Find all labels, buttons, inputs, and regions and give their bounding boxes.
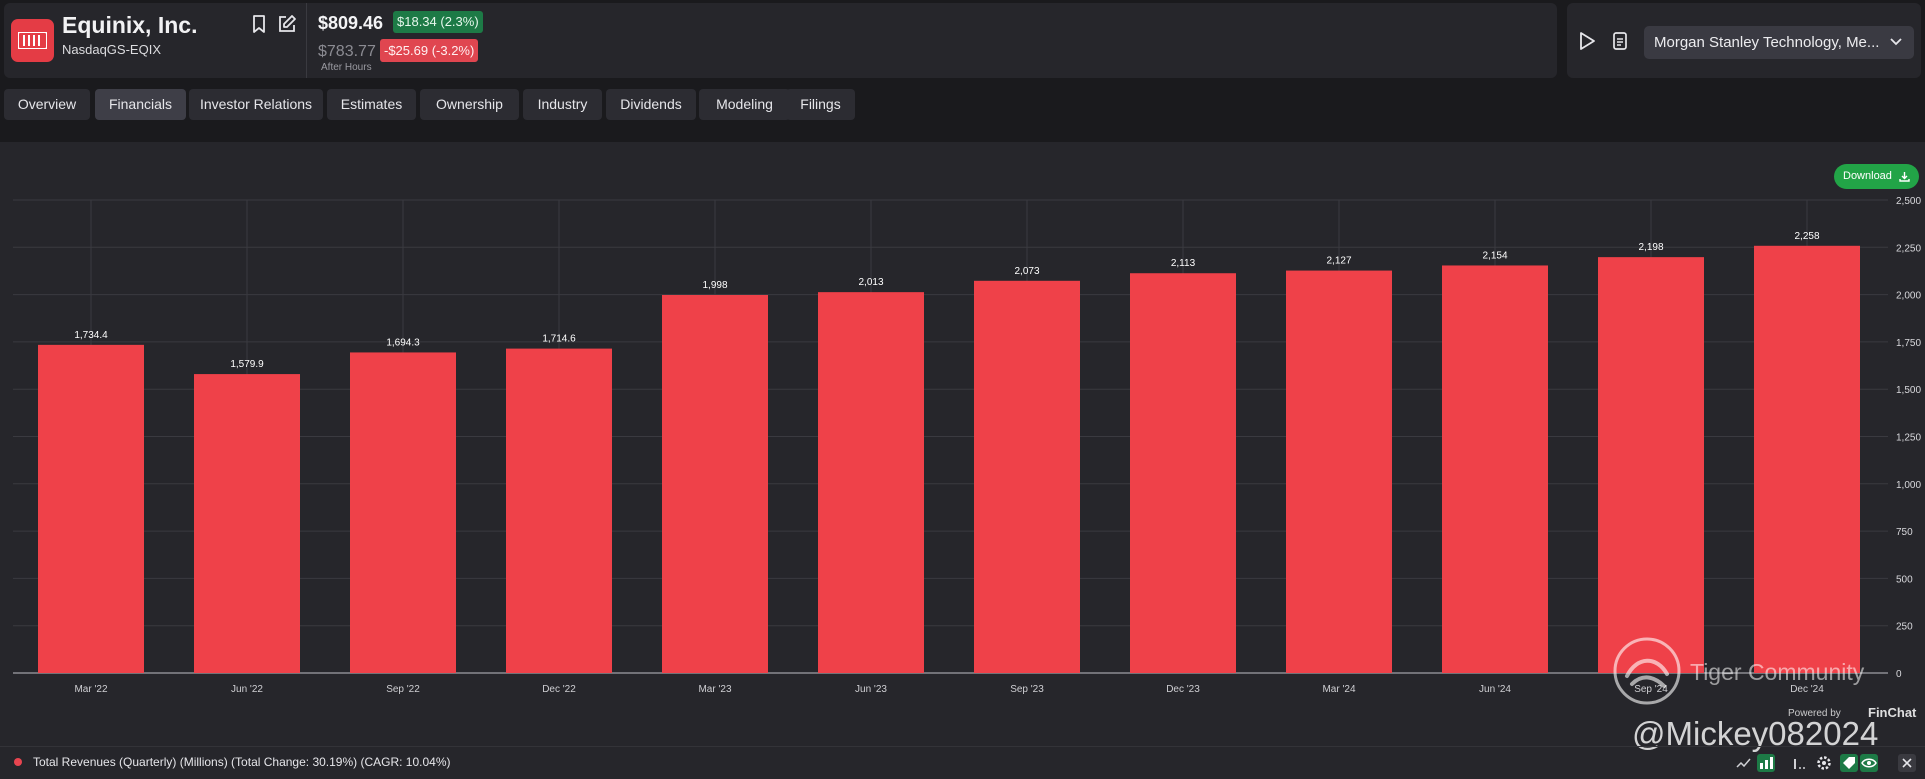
y-tick-label: 1,750 (1896, 338, 1921, 349)
y-tick-label: 1,250 (1896, 433, 1921, 444)
company-ticker: NasdaqGS-EQIX (62, 42, 161, 57)
y-tick-label: 1,000 (1896, 480, 1921, 491)
bar-value-label: 1,998 (702, 280, 727, 291)
company-logo (11, 19, 54, 62)
community-watermark: Tiger Community (1690, 659, 1865, 685)
bar-value-label: 1,694.3 (386, 337, 420, 348)
bar-value-label: 2,113 (1171, 258, 1196, 269)
close-icon[interactable] (1898, 754, 1916, 772)
revenue-bar (506, 348, 612, 673)
eye-icon[interactable] (1860, 754, 1878, 772)
x-tick-label: Dec '24 (1790, 684, 1824, 695)
edit-icon[interactable] (276, 13, 298, 35)
revenue-bar (974, 280, 1080, 673)
download-label: Download (1843, 170, 1892, 182)
revenue-bar (350, 352, 456, 673)
bar-value-label: 2,154 (1482, 250, 1507, 261)
gear-icon[interactable] (1815, 754, 1833, 772)
data-labels-icon[interactable] (1790, 754, 1808, 772)
legend-series-label: Total Revenues (Quarterly) (Millions) (T… (33, 755, 451, 769)
line-chart-icon[interactable] (1735, 754, 1753, 772)
download-button[interactable]: Download (1834, 164, 1919, 189)
tab-estimates[interactable]: Estimates (327, 89, 416, 120)
revenue-bar (1598, 257, 1704, 673)
y-tick-label: 2,250 (1896, 243, 1921, 254)
x-tick-label: Jun '22 (231, 684, 263, 695)
tab-industry[interactable]: Industry (523, 89, 602, 120)
x-tick-label: Dec '23 (1166, 684, 1200, 695)
tab-investor-relations[interactable]: Investor Relations (189, 89, 323, 120)
x-tick-label: Sep '22 (386, 684, 420, 695)
bar-value-label: 1,734.4 (74, 330, 108, 341)
bar-value-label: 2,198 (1638, 242, 1663, 253)
tab-financials[interactable]: Financials (95, 89, 186, 120)
tab-modeling[interactable]: Modeling (699, 89, 790, 120)
price-change-badge: $18.34 (2.3%) (393, 11, 483, 33)
revenue-bar (1286, 270, 1392, 673)
y-tick-label: 750 (1896, 527, 1913, 538)
y-tick-label: 500 (1896, 574, 1913, 585)
tab-filings[interactable]: Filings (786, 89, 855, 120)
revenue-bar (662, 294, 768, 673)
stock-price: $809.46 (318, 13, 384, 33)
y-tick-label: 2,000 (1896, 291, 1921, 302)
bar-value-label: 2,127 (1326, 256, 1351, 267)
company-header: Equinix, Inc. NasdaqGS-EQIX $809.46 $18.… (4, 3, 1557, 78)
bar-value-label: 2,258 (1794, 231, 1819, 242)
x-tick-label: Sep '24 (1634, 684, 1668, 695)
x-tick-label: Mar '23 (698, 684, 731, 695)
bar-value-label: 2,013 (858, 277, 883, 288)
chevron-down-icon (1890, 38, 1902, 46)
x-tick-label: Jun '23 (855, 684, 887, 695)
event-panel: Morgan Stanley Technology, Me... (1567, 3, 1921, 78)
bar-value-label: 1,579.9 (230, 359, 264, 370)
tag-icon[interactable] (1840, 754, 1858, 772)
event-dropdown[interactable]: Morgan Stanley Technology, Me... (1644, 26, 1914, 59)
chart-legend: Total Revenues (Quarterly) (Millions) (T… (0, 746, 1925, 777)
y-tick-label: 2,500 (1896, 196, 1921, 207)
revenue-bar (38, 344, 144, 673)
revenue-bar (1754, 245, 1860, 673)
x-tick-label: Mar '22 (74, 684, 107, 695)
revenue-bar (1130, 273, 1236, 673)
x-tick-label: Jun '24 (1479, 684, 1511, 695)
x-tick-label: Mar '24 (1322, 684, 1355, 695)
after-hours-price: $783.77 (318, 43, 376, 60)
x-tick-label: Sep '23 (1010, 684, 1044, 695)
x-tick-label: Dec '22 (542, 684, 576, 695)
after-hours-change-badge: -$25.69 (-3.2%) (380, 39, 479, 62)
bar-chart-icon[interactable] (1757, 754, 1775, 772)
tiger-logo-watermark (1613, 637, 1681, 705)
play-icon[interactable] (1577, 30, 1597, 52)
download-icon (1899, 172, 1910, 182)
y-tick-label: 1,500 (1896, 385, 1921, 396)
after-hours-label: After Hours (321, 62, 372, 73)
tab-ownership[interactable]: Ownership (420, 89, 519, 120)
revenue-bar (194, 374, 300, 673)
header-divider (306, 3, 307, 78)
finchat-brand: FinChat (1868, 705, 1917, 720)
y-tick-label: 250 (1896, 622, 1913, 633)
handle-watermark: @Mickey082024 (1632, 715, 1879, 752)
revenue-bar (1442, 265, 1548, 673)
tab-overview[interactable]: Overview (4, 89, 90, 120)
powered-by-label: Powered by (1788, 708, 1841, 719)
series-color-dot (14, 758, 22, 766)
revenue-bar (818, 292, 924, 673)
tab-dividends[interactable]: Dividends (606, 89, 696, 120)
bookmark-icon[interactable] (248, 13, 270, 35)
event-dropdown-value: Morgan Stanley Technology, Me... (1654, 34, 1880, 51)
bar-value-label: 2,073 (1014, 266, 1039, 277)
bar-value-label: 1,714.6 (542, 334, 576, 345)
y-tick-label: 0 (1896, 669, 1902, 680)
company-name: Equinix, Inc. (62, 12, 198, 38)
document-icon[interactable] (1611, 31, 1629, 51)
